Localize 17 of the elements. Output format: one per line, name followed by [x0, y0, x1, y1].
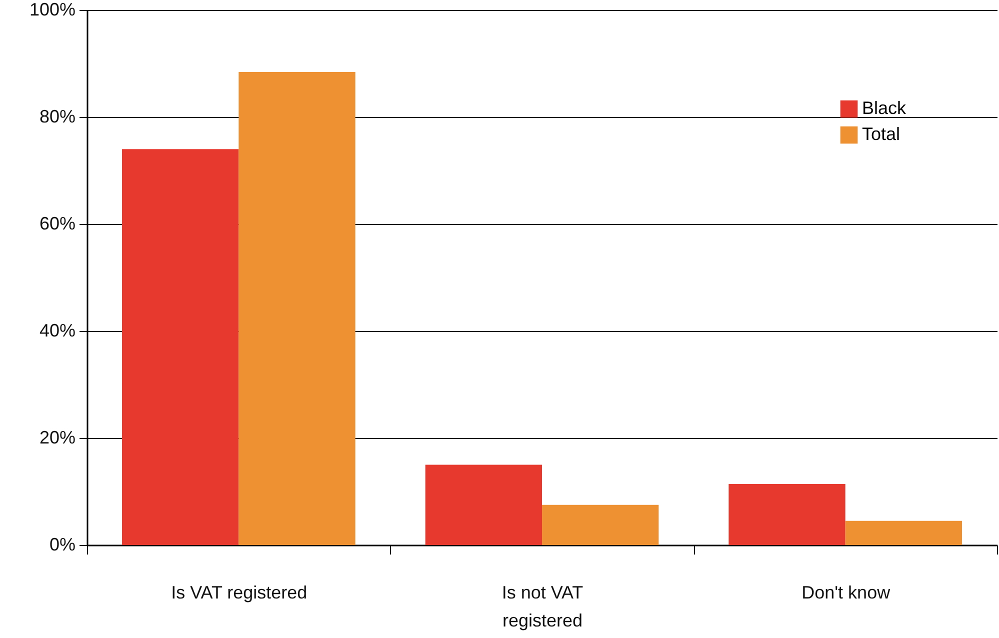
y-tick-label: 60%	[39, 214, 76, 234]
x-tick-label: Don't know	[802, 582, 892, 602]
y-tick-label: 100%	[29, 0, 76, 20]
bar	[845, 520, 962, 545]
y-tick-label: 80%	[39, 106, 76, 126]
bar	[238, 72, 356, 545]
y-tick-label: 20%	[39, 428, 76, 448]
y-tick-label: 0%	[49, 534, 76, 554]
legend-label: Total	[862, 124, 900, 144]
x-tick-label: Is VAT registered	[171, 582, 308, 602]
x-tick-label: Is not VAT registered	[502, 582, 584, 630]
bar	[122, 149, 239, 545]
bar	[425, 464, 542, 545]
bar	[542, 504, 659, 545]
y-tick-label: 40%	[39, 320, 76, 340]
bar	[728, 484, 846, 545]
legend-label: Black	[862, 98, 908, 118]
